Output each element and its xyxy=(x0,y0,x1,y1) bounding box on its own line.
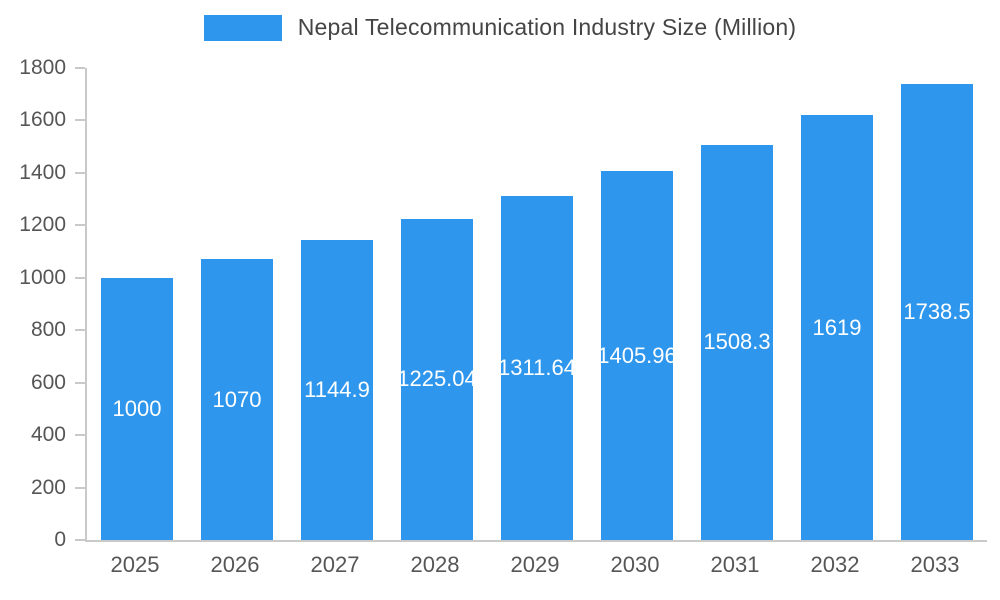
bar-value-label: 1144.9 xyxy=(304,376,370,402)
bar-2027: 1144.9 xyxy=(301,239,373,540)
y-tick-label: 1800 xyxy=(19,56,66,79)
bar-value-label: 1070 xyxy=(212,386,262,412)
bar-slot: 1508.3 xyxy=(687,68,787,540)
y-tick-mark xyxy=(75,171,85,174)
y-axis-tick-marks xyxy=(75,67,85,541)
x-tick-label: 2030 xyxy=(610,552,660,577)
bar-slot: 1311.64 xyxy=(487,68,587,540)
y-tick-mark xyxy=(75,486,85,489)
x-tick-label: 2027 xyxy=(310,552,360,577)
bar-2028: 1225.04 xyxy=(397,218,477,540)
chart-title: Nepal Telecommunication Industry Size (M… xyxy=(297,14,797,40)
y-tick-label: 400 xyxy=(30,423,66,447)
bar-value-label: 1619 xyxy=(812,314,862,340)
x-tick-label: 2028 xyxy=(410,552,460,577)
y-tick-mark xyxy=(75,381,85,384)
y-tick-mark xyxy=(75,329,85,332)
x-tick-label: 2032 xyxy=(810,552,860,577)
x-tick-label: 2026 xyxy=(210,552,260,577)
x-tick-label: 2031 xyxy=(710,552,760,577)
bar-value-label: 1000 xyxy=(112,395,162,421)
y-tick-label: 1000 xyxy=(19,265,66,289)
y-tick-label: 1400 xyxy=(19,160,66,184)
bar-2030: 1405.96 xyxy=(597,171,677,540)
x-tick-label: 2025 xyxy=(110,552,160,577)
bar-2031: 1508.3 xyxy=(701,144,773,540)
x-axis-labels: 2025 2026 2027 2028 2029 2030 2031 2032 2033 xyxy=(85,552,985,578)
bar-value-label: 1508.3 xyxy=(703,329,771,355)
plot-area: 1000 1070 1144.9 1225.04 1311.64 1405.96 1508.… xyxy=(85,68,987,542)
bar-2032: 1619 xyxy=(801,115,873,540)
bar-value-label: 1405.96 xyxy=(597,342,677,368)
y-tick-label: 0 xyxy=(54,528,66,551)
bar-value-label: 1311.64 xyxy=(498,355,576,381)
y-tick-label: 200 xyxy=(30,475,66,499)
bar-2025: 1000 xyxy=(101,277,173,540)
y-tick-label: 1200 xyxy=(19,213,66,237)
bar-slot: 1144.9 xyxy=(287,68,387,540)
bar-2029: 1311.64 xyxy=(498,196,576,540)
y-tick-mark xyxy=(75,434,85,437)
bar-series: 1000 1070 1144.9 1225.04 1311.64 1405.96 1508.… xyxy=(87,68,987,540)
bar-slot: 1405.96 xyxy=(587,68,687,540)
y-tick-mark xyxy=(75,276,85,279)
chart-legend: Nepal Telecommunication Industry Size (M… xyxy=(0,14,1000,41)
x-tick-label: 2033 xyxy=(910,552,960,577)
y-axis-labels: 0 200 400 600 800 1000 1200 1400 1600 1800 xyxy=(0,56,66,551)
x-tick-label: 2029 xyxy=(510,552,560,577)
bar-value-label: 1738.5 xyxy=(903,299,971,325)
y-tick-label: 1600 xyxy=(19,108,66,132)
y-tick-label: 600 xyxy=(30,370,66,394)
y-tick-mark xyxy=(75,224,85,227)
y-tick-mark xyxy=(75,539,85,541)
y-tick-mark xyxy=(75,119,85,122)
bar-2026: 1070 xyxy=(201,259,273,540)
bar-slot: 1619 xyxy=(787,68,887,540)
bar-slot: 1738.5 xyxy=(887,68,987,540)
y-tick-mark xyxy=(75,67,85,69)
y-tick-label: 800 xyxy=(30,318,66,342)
bar-slot: 1000 xyxy=(87,68,187,540)
bar-value-label: 1225.04 xyxy=(397,366,477,392)
bar-slot: 1070 xyxy=(187,68,287,540)
bar-2033: 1738.5 xyxy=(901,84,973,540)
legend-swatch xyxy=(203,14,282,41)
bar-slot: 1225.04 xyxy=(387,68,487,540)
